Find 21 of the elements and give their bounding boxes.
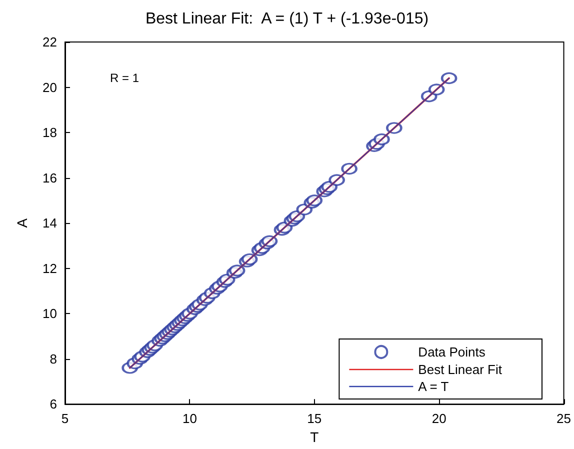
y-tick-label: 12 bbox=[42, 260, 57, 276]
x-tick-label: 20 bbox=[432, 411, 446, 426]
legend-label: Data Points bbox=[418, 344, 486, 360]
y-tick-label: 22 bbox=[42, 34, 57, 50]
annotation: R = 1 bbox=[110, 71, 140, 85]
x-tick-label: 15 bbox=[307, 411, 322, 426]
y-axis-title: A bbox=[14, 218, 30, 228]
x-tick-label: 25 bbox=[556, 411, 572, 426]
y-tick-label: 20 bbox=[42, 80, 57, 95]
y-tick-label: 10 bbox=[42, 306, 57, 322]
y-tick-label: 6 bbox=[50, 396, 57, 412]
y-tick-label: 16 bbox=[42, 170, 57, 186]
x-tick-label: 10 bbox=[182, 411, 197, 426]
chart-title: Best Linear Fit: A = (1) T + (-1.93e-015) bbox=[145, 10, 429, 28]
y-tick-label: 8 bbox=[50, 351, 57, 366]
legend-label: A = T bbox=[418, 379, 449, 394]
legend-label: Best Linear Fit bbox=[418, 362, 502, 377]
y-tick-label: 18 bbox=[42, 125, 57, 140]
x-tick-label: 5 bbox=[61, 411, 69, 426]
x-axis-title: T bbox=[310, 429, 320, 445]
y-tick-label: 14 bbox=[42, 216, 57, 231]
